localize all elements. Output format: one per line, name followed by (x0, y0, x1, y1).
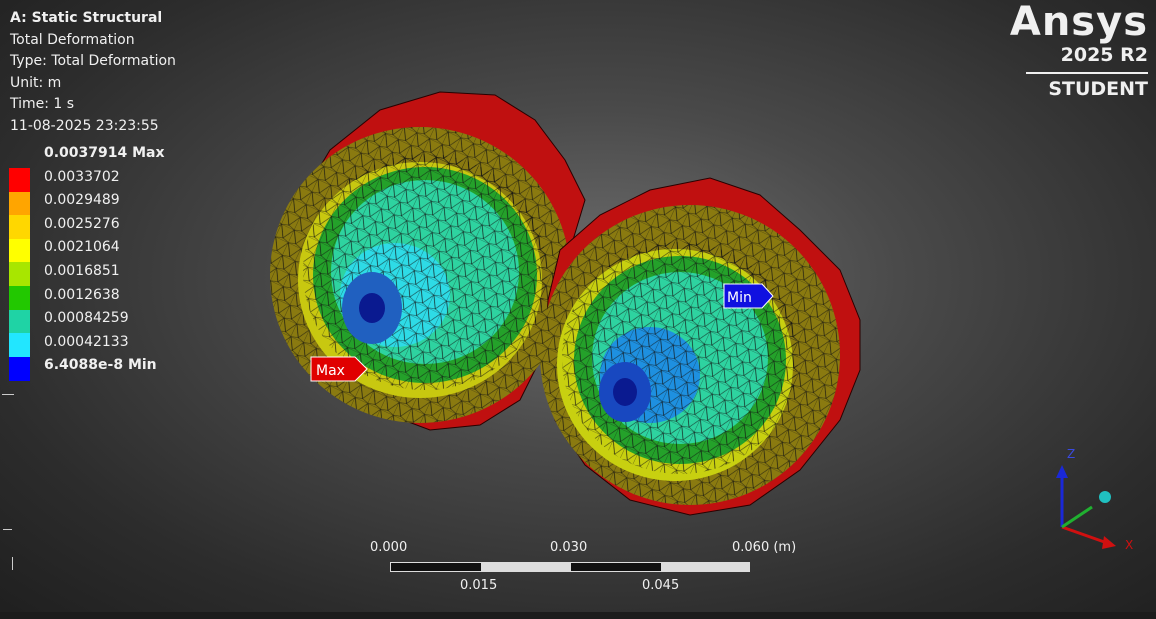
viewport-cursor (12, 557, 13, 570)
legend-swatch (9, 191, 30, 216)
triad-x-label: X (1125, 538, 1133, 552)
scale-label-045: 0.045 (642, 578, 680, 593)
scale-label-060: 0.060 (m) (732, 540, 797, 555)
min-probe[interactable]: Min (723, 283, 774, 309)
legend-swatch (9, 309, 30, 334)
min-probe-label: Min (727, 290, 752, 306)
result-info: A: Static Structural Total Deformation T… (10, 8, 176, 137)
legend-swatch (9, 262, 30, 286)
status-strip (0, 612, 1156, 619)
legend-swatch (9, 168, 30, 192)
max-probe[interactable]: Max (310, 356, 368, 382)
scale-label-0: 0.000 (370, 540, 408, 555)
legend-label: 6.4088e-8 Min (44, 357, 157, 374)
triad-z-label: Z (1067, 447, 1075, 461)
legend-swatch (9, 285, 30, 310)
legend-label: 0.0033702 (44, 168, 120, 185)
legend-label: 0.0012638 (44, 286, 120, 303)
ansys-version: 2025 R2 (1060, 44, 1148, 66)
legend-swatch (9, 238, 30, 263)
result-type: Type: Total Deformation (10, 53, 176, 69)
scale-bar: 0.000 0.030 0.060 (m) 0.015 0.045 (370, 540, 800, 600)
ansys-logo: Ansys (1009, 0, 1148, 45)
max-probe-label: Max (316, 363, 345, 379)
right-gear[interactable] (540, 177, 861, 516)
legend-label: 0.0025276 (44, 215, 120, 232)
viewport-marker (3, 529, 12, 530)
legend-swatch-min (9, 357, 30, 381)
legend-label: 0.0037914 Max (44, 145, 165, 161)
scale-label-030: 0.030 (550, 540, 588, 555)
brand-divider (1026, 72, 1148, 74)
left-gear[interactable] (270, 91, 586, 431)
legend-label: 0.0021064 (44, 239, 120, 256)
legend-label: 0.0029489 (44, 192, 120, 209)
scale-bar-outline (390, 562, 750, 572)
legend-label: 0.00042133 (44, 333, 129, 350)
legend-swatch (9, 215, 30, 239)
legend-label: 0.0016851 (44, 262, 120, 279)
ansys-brand: Ansys 2025 R2 STUDENT (1010, 0, 1148, 100)
result-name: Total Deformation (10, 31, 135, 48)
scale-label-015: 0.015 (460, 578, 498, 593)
legend-divider (2, 394, 14, 395)
ansys-edition: STUDENT (1048, 78, 1148, 100)
result-time: Time: 1 s (10, 96, 75, 112)
legend-swatch (9, 333, 30, 357)
legend-label: 0.00084259 (44, 310, 129, 327)
analysis-title: A: Static Structural (10, 10, 163, 26)
result-unit: Unit: m (10, 74, 62, 91)
result-timestamp: 11-08-2025 23:23:55 (10, 117, 159, 134)
axis-triad[interactable]: Z X (1056, 447, 1133, 552)
